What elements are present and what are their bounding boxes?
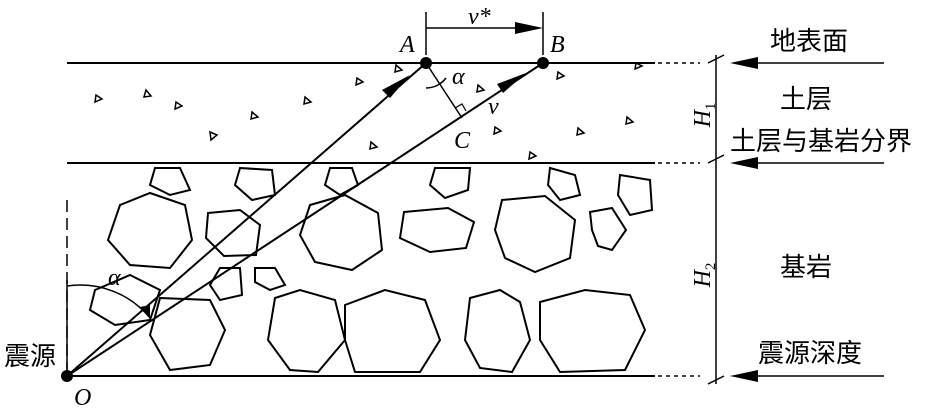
label-A: A	[398, 32, 415, 58]
ray-arrowhead-B	[497, 73, 526, 93]
pointer-depth-arrow	[730, 370, 758, 382]
label-O: O	[74, 385, 91, 411]
label-source: 震源	[4, 342, 56, 372]
angle-arc-A	[425, 77, 447, 89]
label-B: B	[550, 32, 565, 58]
point-O	[61, 370, 73, 382]
pointer-boundary-arrow	[730, 157, 758, 169]
svg-text:H2: H2	[690, 263, 719, 289]
svg-text:H1: H1	[690, 103, 719, 129]
angle-arc-O-arrow	[140, 305, 150, 318]
tick-surface	[707, 54, 725, 64]
tick-depth	[707, 375, 725, 385]
label-source-depth: 震源深度	[758, 339, 862, 369]
label-velocity: v	[488, 94, 499, 120]
point-A	[420, 57, 432, 69]
bedrock-pattern	[88, 166, 654, 374]
label-H2: H2	[690, 263, 719, 289]
ray-O-to-A	[66, 62, 427, 377]
angle-arc-O	[66, 284, 151, 319]
label-boundary: 土层与基岩分界	[730, 127, 912, 157]
label-C: C	[454, 128, 471, 154]
soil-aggregate-marks	[94, 61, 644, 161]
label-surface: 地表面	[770, 27, 848, 57]
label-bedrock: 基岩	[780, 253, 832, 283]
wavefront-line-AC	[425, 62, 463, 119]
vstar-arrowhead	[515, 22, 543, 34]
label-soil: 土层	[780, 85, 832, 115]
label-H1: H1	[690, 103, 719, 129]
ray-O-to-B	[66, 62, 544, 377]
label-angle-surface: α	[452, 64, 465, 90]
label-angle-source: α	[108, 265, 121, 291]
ray-arrowhead-A	[382, 75, 410, 98]
right-angle-mark-C	[454, 103, 467, 112]
point-B	[537, 57, 549, 69]
label-apparent-velocity: v*	[468, 4, 491, 30]
pointer-surface-arrow	[730, 57, 758, 69]
tick-boundary	[707, 154, 725, 164]
